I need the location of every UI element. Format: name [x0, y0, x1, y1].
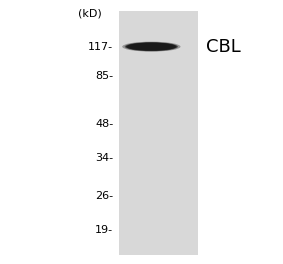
Ellipse shape	[127, 43, 175, 51]
Text: CBL: CBL	[206, 38, 241, 56]
Text: 19-: 19-	[95, 225, 113, 235]
Ellipse shape	[125, 42, 178, 51]
Ellipse shape	[130, 43, 173, 50]
Ellipse shape	[126, 43, 177, 51]
Bar	[119, 11, 198, 256]
Text: 48-: 48-	[95, 119, 113, 129]
Text: 117-: 117-	[88, 42, 113, 52]
Text: (kD): (kD)	[78, 8, 102, 18]
Text: 34-: 34-	[95, 153, 113, 163]
Ellipse shape	[122, 42, 181, 52]
Text: 85-: 85-	[95, 70, 113, 81]
Text: 26-: 26-	[95, 191, 113, 201]
